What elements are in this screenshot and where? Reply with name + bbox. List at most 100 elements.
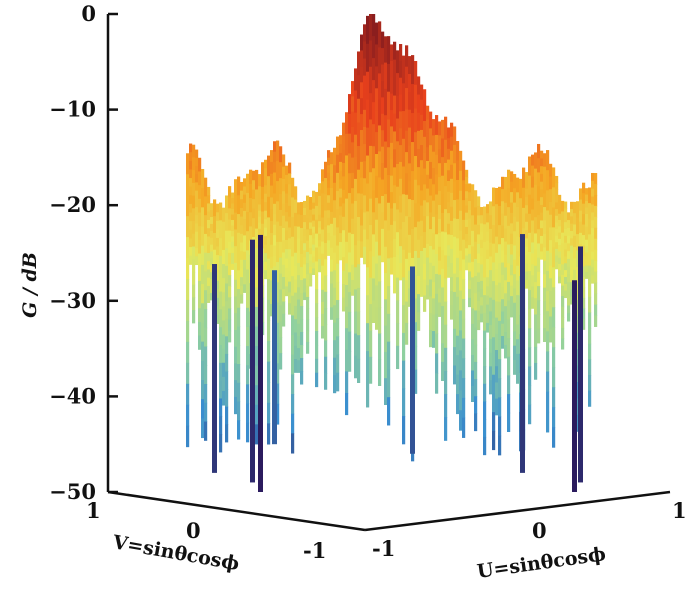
surface-cell: [456, 257, 460, 278]
surface-cell: [306, 195, 310, 208]
surface-cell: [186, 404, 190, 427]
surface-cell: [312, 196, 316, 204]
surface-cell: [459, 410, 463, 431]
surface-cell: [201, 207, 205, 228]
surface-cell: [195, 182, 199, 192]
surface-cell: [324, 178, 328, 195]
surface-cell: [516, 192, 520, 208]
surface-cell: [219, 220, 223, 239]
surface-cell: [420, 266, 424, 282]
surface-cell: [498, 435, 502, 456]
surface-cell: [285, 286, 289, 297]
surface-cell: [201, 418, 205, 439]
surface-cell: [318, 195, 322, 203]
surface-cell: [513, 216, 517, 232]
surface-cell: [540, 243, 544, 252]
surface-cell: [240, 216, 244, 226]
surface-cell: [498, 378, 502, 398]
surface-cell: [243, 202, 247, 212]
surface-cell: [297, 214, 301, 228]
surface-cell: [558, 238, 562, 246]
surface-cell: [570, 201, 574, 210]
surface-cell: [312, 232, 316, 240]
surface-cell: [216, 314, 220, 324]
surface-cell: [354, 333, 358, 357]
surface-cell: [537, 158, 541, 173]
surface-cell: [501, 176, 505, 190]
surface-cell: [204, 252, 208, 272]
surface-cell: [333, 147, 337, 166]
surface-cell: [525, 271, 529, 281]
surface-cell: [315, 233, 319, 249]
surface-cell: [297, 287, 301, 300]
surface-cell: [357, 122, 361, 147]
surface-cell: [471, 261, 475, 278]
surface-cell: [492, 187, 496, 207]
surface-cell: [585, 246, 589, 254]
surface-cell: [342, 284, 346, 299]
surface-cell: [408, 199, 412, 218]
surface-cell: [369, 66, 373, 94]
surface-cell: [360, 66, 364, 83]
surface-cell: [462, 378, 466, 399]
surface-cell: [435, 293, 439, 315]
surface-cell: [471, 246, 475, 263]
surface-cell: [474, 310, 478, 329]
surface-cell: [336, 318, 340, 337]
surface-cell: [306, 206, 310, 219]
surface-cell: [315, 289, 319, 304]
surface-cell: [414, 227, 418, 252]
surface-cell: [381, 130, 385, 148]
surface-cell: [456, 316, 460, 337]
surface-cell: [465, 205, 469, 214]
surface-cell: [369, 304, 373, 331]
surface-cell: [381, 212, 385, 230]
surface-cell: [264, 176, 268, 186]
surface-cell: [492, 281, 496, 301]
surface-cell: [459, 290, 463, 311]
surface-cell: [534, 298, 538, 315]
surface-cell: [216, 203, 220, 213]
surface-cell: [504, 344, 508, 359]
surface-cell: [555, 175, 559, 184]
surface-cell: [198, 280, 202, 296]
surface-cell: [447, 234, 451, 246]
surface-cell: [486, 249, 490, 260]
surface-cell: [201, 380, 205, 400]
surface-cell: [186, 299, 190, 322]
surface-cell: [423, 295, 427, 312]
surface-cell: [480, 231, 484, 241]
surface-cell: [219, 380, 223, 399]
surface-cell: [375, 132, 379, 155]
surface-cell: [477, 282, 481, 293]
surface-cell: [414, 203, 418, 228]
surface-cell: [258, 204, 262, 212]
surface-cell: [228, 197, 232, 209]
surface-cell: [369, 224, 373, 252]
surface-cell: [492, 337, 496, 357]
surface-cell: [294, 186, 298, 201]
surface-cell: [222, 348, 226, 364]
surface-cell: [543, 314, 547, 329]
surface-cell: [444, 394, 448, 418]
surface-cell: [330, 235, 334, 249]
surface-cell: [333, 340, 337, 359]
surface-cell: [345, 393, 349, 416]
z-tick-label: 0: [81, 1, 96, 26]
surface-cell: [507, 263, 511, 283]
surface-cell: [201, 264, 205, 285]
surface-cell: [195, 198, 199, 208]
surface-cell: [570, 289, 574, 298]
surface-cell: [543, 166, 547, 181]
surface-cell: [309, 216, 313, 223]
surface-cell: [231, 252, 235, 259]
surface-cell: [423, 263, 427, 281]
surface-cell: [339, 215, 343, 225]
surface-cell: [354, 68, 358, 92]
surface-cell: [312, 208, 316, 216]
u-tick-1: 1: [672, 498, 687, 523]
surface-cell: [378, 203, 382, 230]
surface-cell: [195, 207, 199, 216]
surface-cell: [264, 227, 268, 237]
surface-cell: [390, 110, 394, 127]
